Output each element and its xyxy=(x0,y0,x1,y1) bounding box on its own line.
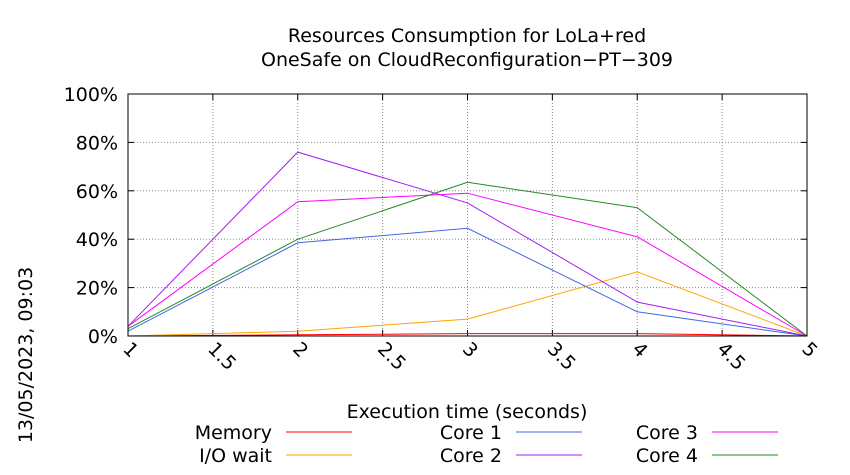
y-tick-label: 40% xyxy=(76,229,118,251)
legend-label: I/O wait xyxy=(199,445,272,467)
chart-title: Resources Consumption for LoLa+red xyxy=(288,25,646,47)
y-tick-label: 0% xyxy=(88,326,118,348)
series-line-core-3 xyxy=(127,192,808,337)
y-tick-label: 20% xyxy=(76,278,118,300)
x-tick-label: 1.5 xyxy=(203,338,240,375)
chart-subtitle: OneSafe on CloudReconfiguration−PT−309 xyxy=(261,49,673,71)
series-lines xyxy=(127,151,808,337)
y-tick-label: 60% xyxy=(76,181,118,203)
legend-label: Core 1 xyxy=(440,422,502,444)
x-tick-label: 2 xyxy=(288,338,312,362)
plot-frame xyxy=(127,93,808,337)
side-timestamp: 13/05/2023, 09:03 xyxy=(15,267,37,443)
x-tick-label: 1 xyxy=(118,338,142,362)
legend-label: Memory xyxy=(195,422,272,444)
y-axis-ticks: 0% 20% 40% 60% 80% 100% xyxy=(64,84,807,348)
y-tick-label: 100% xyxy=(64,84,118,106)
x-tick-label: 4.5 xyxy=(713,338,750,375)
x-tick-label: 4 xyxy=(628,338,652,362)
series-line-core-4 xyxy=(127,181,808,337)
series-line-i-o-wait xyxy=(127,271,808,337)
x-tick-label: 3.5 xyxy=(543,338,580,375)
legend-label: Core 3 xyxy=(636,422,698,444)
legend-label: Core 4 xyxy=(636,445,698,467)
x-tick-label: 3 xyxy=(458,338,482,362)
x-axis-ticks: 1 1.5 2 2.5 3 3.5 4 4.5 5 xyxy=(118,94,822,375)
series-line-core-1 xyxy=(127,227,808,337)
grid-lines xyxy=(128,94,807,336)
series-line-core-2 xyxy=(127,151,808,337)
y-tick-label: 80% xyxy=(76,132,118,154)
x-tick-label: 2.5 xyxy=(373,338,410,375)
x-tick-label: 5 xyxy=(797,338,821,362)
series-line-memory xyxy=(127,333,808,337)
legend-label: Core 2 xyxy=(440,445,502,467)
x-axis-label: Execution time (seconds) xyxy=(347,401,588,423)
